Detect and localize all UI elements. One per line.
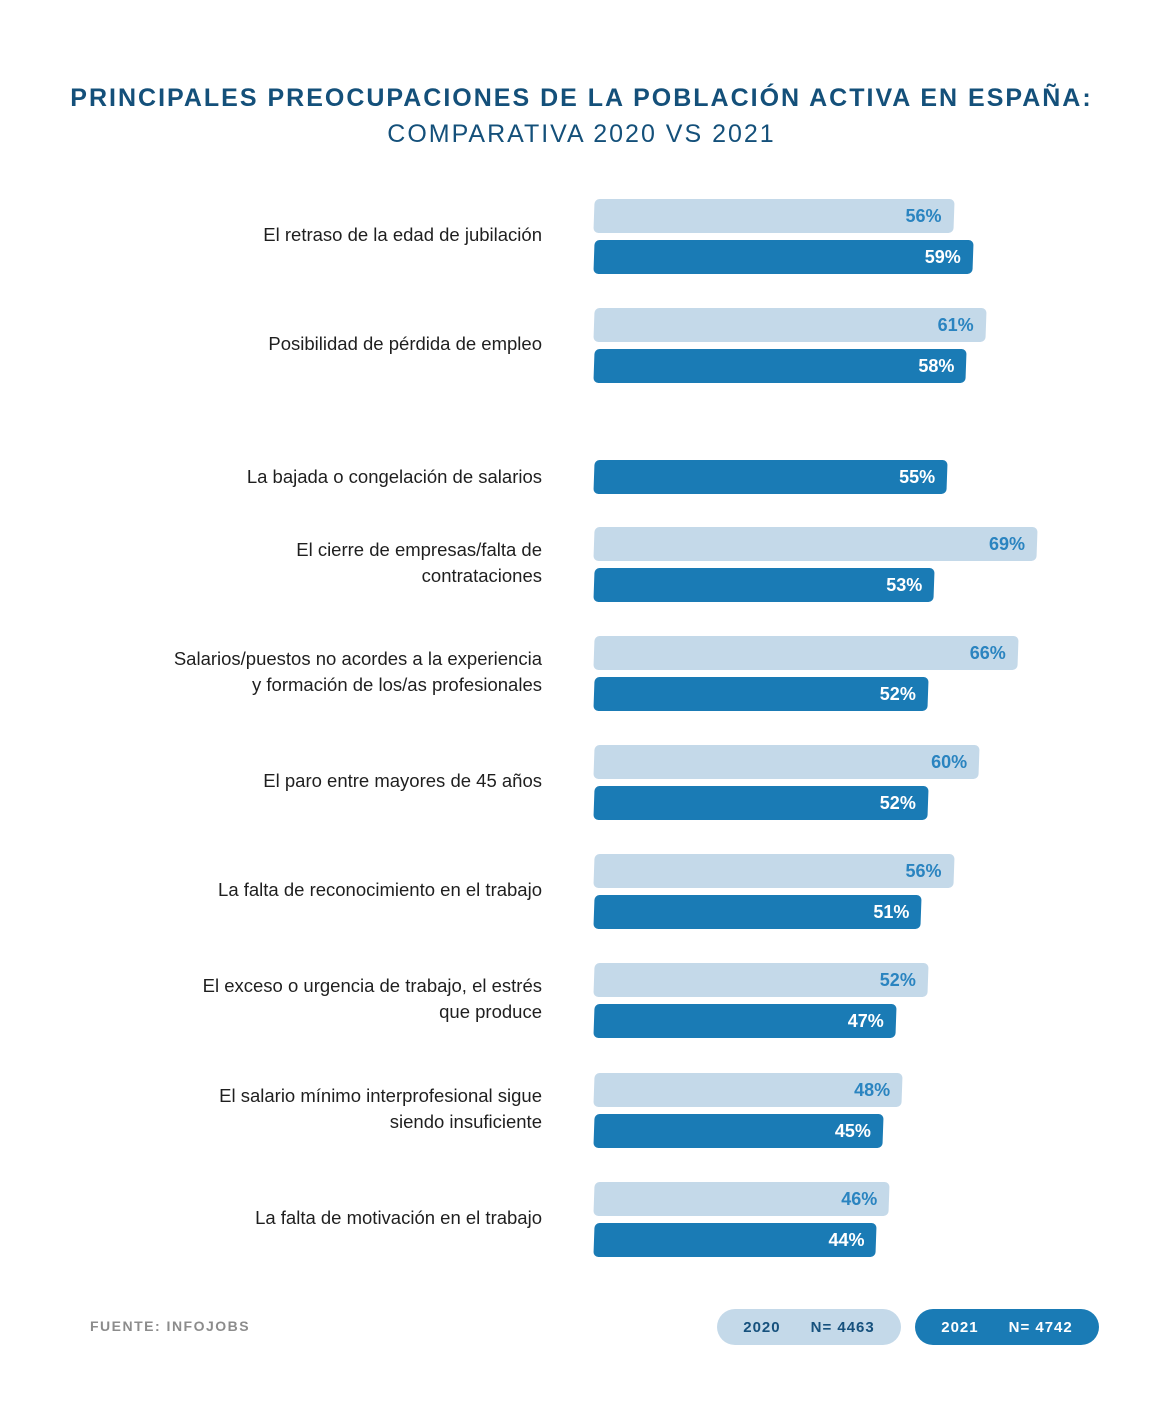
category-label: El paro entre mayores de 45 años — [82, 768, 542, 794]
category-label-line: siendo insuficiente — [389, 1110, 542, 1132]
data-label-2021: 52% — [879, 793, 916, 813]
chart-title: PRINCIPALES PREOCUPACIONES DE LA POBLACI… — [70, 84, 1093, 112]
category-label: La falta de motivación en el trabajo — [82, 1205, 542, 1231]
category-label-line: La falta de reconocimiento en el trabajo — [218, 879, 542, 901]
data-label-2020: 56% — [905, 206, 942, 226]
category-label: La bajada o congelación de salarios — [82, 464, 542, 490]
data-label-2020: 46% — [841, 1188, 878, 1209]
category-label-line: Posibilidad de pérdida de empleo — [268, 333, 542, 355]
data-label-2020: 48% — [854, 1079, 891, 1100]
category-label: El retraso de la edad de jubilación — [82, 222, 542, 248]
data-label-2021: 58% — [918, 356, 955, 377]
legend-2021: 2021 N= 4742 — [915, 1309, 1099, 1345]
category-label-line: que produce — [439, 1001, 542, 1023]
legend-2020: 2020 N= 4463 — [717, 1309, 901, 1345]
category-label-line: La falta de motivación en el trabajo — [255, 1206, 542, 1228]
data-label-2021: 53% — [886, 574, 923, 595]
category-label-line: y formación de los/as profesionales — [252, 673, 542, 695]
category-label-line: Salarios/puestos no acordes a la experie… — [173, 647, 542, 669]
data-label-2020: 52% — [879, 970, 916, 991]
category-label-line: El retraso de la edad de jubilación — [263, 224, 542, 245]
legend-2020-year: 2020 — [743, 1318, 781, 1336]
category-label-line: La bajada o congelación de salarios — [246, 466, 542, 488]
category-label: Posibilidad de pérdida de empleo — [82, 331, 542, 357]
data-label-2021: 51% — [873, 902, 910, 923]
data-label-2020: 69% — [988, 533, 1025, 554]
source-note: FUENTE: INFOJOBS — [90, 1318, 251, 1334]
bar-chart: El retraso de la edad de jubilación 56% 59… — [82, 199, 1038, 1257]
category-label: Salarios/puestos no acordes a la experie… — [82, 646, 542, 698]
data-label-2021: 47% — [847, 1011, 884, 1032]
data-label-2021: 45% — [834, 1120, 871, 1141]
category-label-line: El paro entre mayores de 45 años — [263, 770, 542, 791]
legend-2021-n: N= 4742 — [1008, 1318, 1073, 1336]
data-label-2021: 59% — [924, 247, 961, 267]
data-label-2020: 61% — [937, 315, 974, 336]
data-label-2020: 56% — [905, 861, 942, 882]
category-label-line: El cierre de empresas/falta de — [296, 538, 542, 560]
legend-2020-n: N= 4463 — [810, 1318, 875, 1336]
category-label-line: El exceso o urgencia de trabajo, el estr… — [202, 975, 542, 997]
category-label-line: contrataciones — [421, 564, 542, 586]
category-label: El salario mínimo interprofesional sigue… — [82, 1083, 542, 1135]
category-label: La falta de reconocimiento en el trabajo — [82, 877, 542, 903]
category-label: El exceso o urgencia de trabajo, el estr… — [82, 973, 542, 1025]
data-label-2021: 52% — [879, 683, 916, 704]
data-label-2020: 66% — [969, 642, 1006, 663]
chart-subtitle: COMPARATIVA 2020 VS 2021 — [387, 120, 776, 148]
category-label-line: El salario mínimo interprofesional sigue — [219, 1084, 542, 1106]
data-label-2021: 55% — [899, 467, 936, 488]
data-label-2021: 44% — [828, 1229, 865, 1250]
legend-2021-year: 2021 — [941, 1318, 979, 1336]
data-label-2020: 60% — [931, 752, 968, 772]
category-label: El cierre de empresas/falta de contrataci… — [82, 537, 542, 589]
